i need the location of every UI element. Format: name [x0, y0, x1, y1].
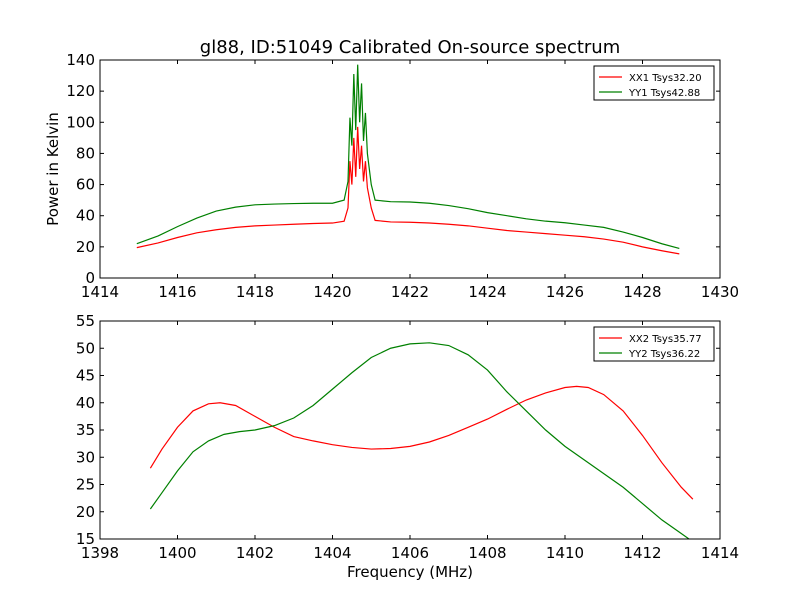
plot2-x-axis-label: Frequency (MHz) — [347, 563, 473, 581]
plot2-x-tick-label: 1400 — [158, 544, 196, 562]
plot2-y-tick-label: 25 — [76, 476, 95, 494]
plot1-y-tick-label: 140 — [66, 51, 95, 69]
plot1-x-tick-label: 1418 — [236, 283, 274, 301]
plot1-y-tick-label: 0 — [85, 269, 95, 287]
plot1-y-tick-label: 80 — [76, 144, 95, 162]
plot1-y-tick-label: 100 — [66, 113, 95, 131]
plot2-y-tick-label: 55 — [76, 312, 95, 330]
plot1-x-tick-label: 1426 — [546, 283, 584, 301]
plot2-legend-box — [593, 326, 715, 362]
plot2-y-tick-label: 30 — [76, 448, 95, 466]
plot2-x-tick-label: 1408 — [468, 544, 506, 562]
plot1-series-2-line — [136, 64, 680, 249]
plot2-x-tick-label: 1412 — [623, 544, 661, 562]
chart-title: gl88, ID:51049 Calibrated On-source spec… — [200, 37, 620, 58]
plot1-y-axis-label: Power in Kelvin — [44, 112, 62, 226]
plot1-x-tick-label: 1416 — [158, 283, 196, 301]
plot1-y-tick-label: 20 — [76, 238, 95, 256]
top-plot: 1414 1416 1418 1420 1422 1424 1426 1428 1430 0 20 4… — [44, 51, 739, 301]
plot1-series-1-line — [136, 126, 680, 255]
plot2-y-tick-label: 40 — [76, 394, 95, 412]
plot1-x-tick-label: 1430 — [701, 283, 739, 301]
plot1-x-tick-label: 1420 — [313, 283, 351, 301]
plot2-series-2-line — [149, 342, 691, 539]
plot1-legend-label-1: XX1 Tsys32.20 — [629, 73, 702, 84]
bottom-plot: 1398 1400 1402 1404 1406 1408 1410 1412 1414 15 20… — [76, 312, 739, 581]
plot2-y-tick-label: 20 — [76, 503, 95, 521]
plot1-y-tick-label: 60 — [76, 176, 95, 194]
plot2-legend-label-2: YY2 Tsys36.22 — [628, 349, 700, 360]
plot2-y-tick-label: 15 — [76, 530, 95, 548]
plot1-y-tick-label: 120 — [66, 82, 95, 100]
plot2-x-tick-label: 1402 — [236, 544, 274, 562]
plot1-legend: XX1 Tsys32.20 YY1 Tsys42.88 — [593, 65, 715, 101]
plot1-x-tick-label: 1428 — [623, 283, 661, 301]
plot1-y-tick-label: 40 — [76, 207, 95, 225]
plot2-y-tick-label: 50 — [76, 339, 95, 357]
plot2-x-tick-label: 1410 — [546, 544, 584, 562]
plot2-x-tick-label: 1404 — [313, 544, 351, 562]
plot2-x-tick-label: 1414 — [701, 544, 739, 562]
plot2-series-1-line — [149, 385, 694, 500]
plot1-x-tick-label: 1414 — [81, 283, 119, 301]
plot1-x-tick-label: 1422 — [391, 283, 429, 301]
plot2-legend-label-1: XX2 Tsys35.77 — [629, 334, 702, 345]
plot2-x-tick-label: 1398 — [81, 544, 119, 562]
plot2-legend: XX2 Tsys35.77 YY2 Tsys36.22 — [593, 326, 715, 362]
plot2-x-tick-label: 1406 — [391, 544, 429, 562]
plot1-legend-box — [593, 65, 715, 101]
plot2-y-tick-label: 45 — [76, 367, 95, 385]
plot1-x-tick-label: 1424 — [468, 283, 506, 301]
plot1-legend-label-2: YY1 Tsys42.88 — [628, 88, 700, 99]
plot2-y-tick-label: 35 — [76, 421, 95, 439]
